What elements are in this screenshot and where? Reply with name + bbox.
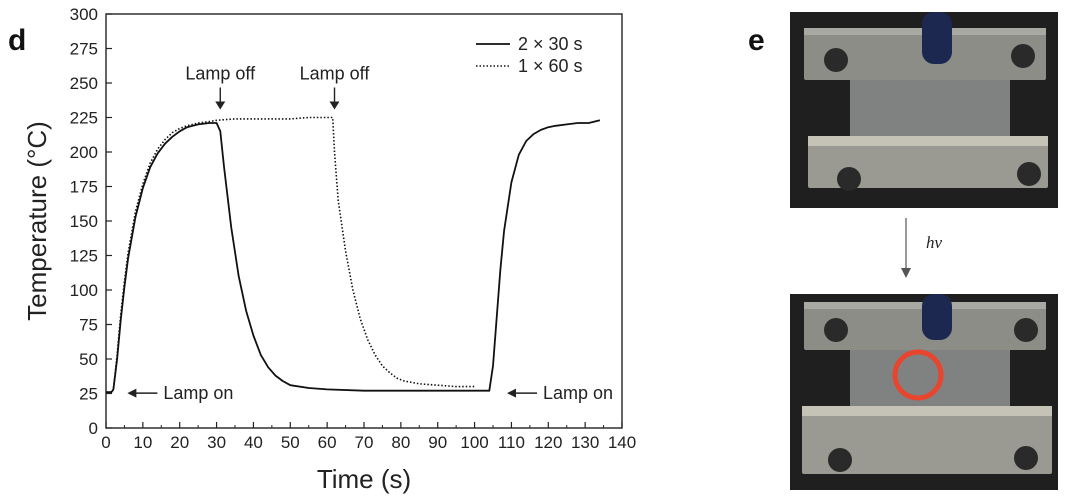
x-tick-label: 80 xyxy=(391,433,410,452)
axis-ticks: 0 10 20 30 40 50 60 70 80 90 100 110 120 130 140 0 25 50 7… xyxy=(70,5,637,452)
panel-label-d: d xyxy=(8,24,26,57)
x-tick-label: 120 xyxy=(534,433,562,452)
lower-clamp xyxy=(808,136,1048,188)
y-tick-label: 125 xyxy=(70,247,98,266)
bolt-icon xyxy=(1017,162,1041,186)
photo-transition-arrow: hν xyxy=(901,218,943,278)
annotation-label: Lamp off xyxy=(300,64,371,84)
x-axis-title: Time (s) xyxy=(317,464,411,494)
legend: 2 × 30 s 1 × 60 s xyxy=(476,34,583,76)
y-tick-label: 200 xyxy=(70,143,98,162)
temperature-chart: 0 10 20 30 40 50 60 70 80 90 100 110 120 130 140 0 25 50 7… xyxy=(22,5,636,494)
healed-region-circle-icon xyxy=(892,349,944,401)
x-tick-label: 130 xyxy=(571,433,599,452)
x-tick-label: 70 xyxy=(355,433,374,452)
polymer-film xyxy=(850,70,1010,144)
left-arrow-icon xyxy=(507,388,516,398)
x-tick-label: 20 xyxy=(170,433,189,452)
bolt-icon xyxy=(824,48,848,72)
bolt-icon xyxy=(1011,44,1035,68)
photo-before-irradiation xyxy=(790,12,1058,208)
photo-after-irradiation xyxy=(790,294,1058,490)
probe-tip xyxy=(922,294,952,340)
probe-tip xyxy=(922,12,952,64)
x-tick-label: 30 xyxy=(207,433,226,452)
x-tick-label: 40 xyxy=(244,433,263,452)
legend-label-solid: 2 × 30 s xyxy=(518,34,583,54)
bolt-icon xyxy=(837,167,861,191)
legend-label-dotted: 1 × 60 s xyxy=(518,56,583,76)
bolt-icon xyxy=(1014,446,1038,470)
x-tick-label: 100 xyxy=(460,433,488,452)
down-arrow-icon xyxy=(329,101,340,110)
x-tick-label: 60 xyxy=(318,433,337,452)
light-symbol-label: hν xyxy=(926,233,943,252)
x-tick-label: 110 xyxy=(498,433,525,452)
lower-clamp xyxy=(802,406,1052,474)
y-tick-label: 25 xyxy=(79,385,98,404)
lower-clamp-edge xyxy=(808,136,1048,146)
lower-clamp-edge xyxy=(802,406,1052,416)
y-tick-label: 275 xyxy=(70,40,98,59)
annotation-label: Lamp on xyxy=(543,383,613,403)
y-tick-label: 75 xyxy=(79,316,98,335)
annotation-label: Lamp on xyxy=(163,383,233,403)
bolt-icon xyxy=(828,448,852,472)
x-tick-label: 0 xyxy=(101,433,110,452)
y-tick-label: 0 xyxy=(89,419,98,438)
y-tick-label: 250 xyxy=(70,74,98,93)
y-tick-label: 300 xyxy=(70,5,98,24)
y-tick-label: 150 xyxy=(70,212,98,231)
annotations-layer: Lamp off Lamp off Lamp on Lamp on xyxy=(127,64,613,403)
y-tick-label: 175 xyxy=(70,178,98,197)
bolt-icon xyxy=(824,318,848,342)
down-arrow-icon xyxy=(901,268,911,278)
y-tick-label: 100 xyxy=(70,281,98,300)
left-arrow-icon xyxy=(127,388,137,398)
panel-label-e: e xyxy=(748,24,765,57)
annotation-label: Lamp off xyxy=(185,64,256,84)
x-tick-label: 140 xyxy=(608,433,636,452)
series-line-solid xyxy=(106,119,601,394)
x-tick-label: 90 xyxy=(428,433,447,452)
series-line-dotted xyxy=(106,116,475,393)
y-tick-label: 50 xyxy=(79,350,98,369)
x-tick-label: 50 xyxy=(281,433,300,452)
x-tick-label: 10 xyxy=(133,433,152,452)
down-arrow-icon xyxy=(215,101,226,110)
y-tick-label: 225 xyxy=(70,109,98,128)
y-axis-title: Temperature (°C) xyxy=(22,121,52,321)
bolt-icon xyxy=(1014,318,1038,342)
series-layer xyxy=(106,116,601,394)
